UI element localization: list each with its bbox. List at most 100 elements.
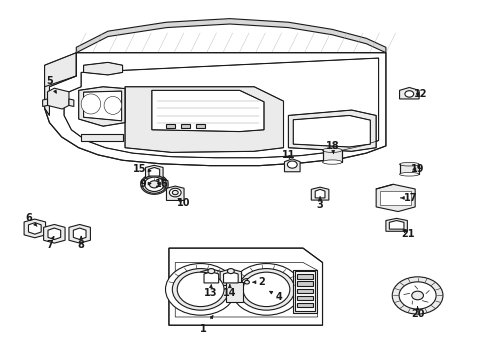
Polygon shape bbox=[83, 62, 122, 75]
Ellipse shape bbox=[399, 172, 418, 176]
Bar bbox=[166, 124, 175, 128]
Circle shape bbox=[227, 269, 234, 274]
Text: 12: 12 bbox=[413, 89, 427, 99]
Circle shape bbox=[165, 264, 235, 315]
Bar bbox=[296, 303, 313, 307]
Text: 7: 7 bbox=[46, 237, 54, 249]
Text: 17: 17 bbox=[400, 193, 416, 203]
Circle shape bbox=[398, 282, 435, 309]
Bar bbox=[296, 274, 313, 279]
Polygon shape bbox=[69, 99, 74, 107]
Circle shape bbox=[231, 264, 301, 315]
Text: 9: 9 bbox=[140, 179, 151, 189]
Text: 1: 1 bbox=[199, 316, 213, 334]
Text: 6: 6 bbox=[25, 213, 37, 226]
Text: 10: 10 bbox=[177, 198, 190, 208]
Ellipse shape bbox=[322, 160, 341, 164]
Ellipse shape bbox=[399, 162, 418, 166]
Polygon shape bbox=[152, 90, 264, 132]
Polygon shape bbox=[149, 167, 159, 176]
Ellipse shape bbox=[81, 94, 101, 114]
Circle shape bbox=[207, 269, 214, 274]
Polygon shape bbox=[43, 225, 65, 243]
Text: 15: 15 bbox=[133, 164, 151, 174]
Polygon shape bbox=[44, 53, 385, 166]
Polygon shape bbox=[284, 159, 300, 172]
Bar bbox=[399, 164, 418, 174]
Polygon shape bbox=[47, 88, 69, 109]
Polygon shape bbox=[388, 221, 403, 229]
Polygon shape bbox=[293, 116, 369, 147]
Polygon shape bbox=[200, 269, 222, 285]
Circle shape bbox=[172, 269, 228, 310]
Circle shape bbox=[391, 277, 442, 314]
Bar bbox=[296, 282, 313, 286]
Bar bbox=[181, 124, 189, 128]
Circle shape bbox=[242, 279, 251, 286]
Circle shape bbox=[169, 188, 181, 197]
Polygon shape bbox=[73, 228, 86, 239]
Bar bbox=[296, 296, 313, 300]
Circle shape bbox=[141, 174, 167, 194]
Polygon shape bbox=[64, 58, 378, 158]
Text: 16: 16 bbox=[155, 179, 168, 189]
Text: 19: 19 bbox=[410, 164, 424, 174]
Text: 5: 5 bbox=[46, 76, 56, 93]
Polygon shape bbox=[315, 189, 325, 198]
Polygon shape bbox=[168, 248, 322, 325]
Circle shape bbox=[244, 280, 249, 284]
Text: 14: 14 bbox=[223, 285, 236, 298]
Polygon shape bbox=[81, 134, 122, 140]
Text: 11: 11 bbox=[281, 150, 295, 160]
Text: 8: 8 bbox=[78, 237, 84, 249]
Text: 21: 21 bbox=[400, 229, 414, 239]
Circle shape bbox=[287, 161, 297, 168]
Circle shape bbox=[243, 272, 289, 307]
Polygon shape bbox=[76, 19, 385, 53]
Polygon shape bbox=[150, 179, 167, 188]
Polygon shape bbox=[311, 187, 328, 200]
Circle shape bbox=[411, 291, 423, 300]
Polygon shape bbox=[44, 53, 76, 116]
Bar bbox=[293, 270, 316, 313]
FancyArrowPatch shape bbox=[425, 291, 428, 293]
Polygon shape bbox=[42, 99, 47, 107]
Bar bbox=[225, 282, 243, 302]
Bar bbox=[322, 150, 341, 162]
Circle shape bbox=[149, 181, 159, 188]
Ellipse shape bbox=[322, 148, 341, 152]
Text: 3: 3 bbox=[316, 197, 323, 210]
Circle shape bbox=[404, 91, 413, 97]
Polygon shape bbox=[69, 225, 90, 243]
Circle shape bbox=[177, 272, 224, 307]
Polygon shape bbox=[125, 87, 283, 152]
Text: 2: 2 bbox=[252, 277, 264, 287]
Polygon shape bbox=[288, 110, 375, 151]
Polygon shape bbox=[166, 186, 183, 201]
FancyArrowPatch shape bbox=[421, 301, 427, 302]
Text: 18: 18 bbox=[325, 141, 338, 154]
Bar bbox=[295, 271, 314, 311]
Circle shape bbox=[238, 269, 294, 310]
Bar bbox=[296, 289, 313, 293]
Polygon shape bbox=[375, 184, 414, 212]
Text: 20: 20 bbox=[410, 307, 424, 319]
Text: 4: 4 bbox=[269, 291, 282, 302]
Text: 13: 13 bbox=[203, 285, 217, 298]
Circle shape bbox=[144, 177, 163, 192]
Polygon shape bbox=[385, 219, 407, 231]
Polygon shape bbox=[145, 165, 163, 178]
Polygon shape bbox=[83, 91, 122, 121]
Polygon shape bbox=[223, 272, 238, 283]
FancyArrowPatch shape bbox=[414, 286, 417, 289]
Ellipse shape bbox=[104, 96, 122, 114]
Polygon shape bbox=[220, 269, 241, 285]
Bar bbox=[195, 124, 204, 128]
Polygon shape bbox=[28, 223, 41, 234]
Bar bbox=[379, 191, 410, 205]
Circle shape bbox=[172, 190, 178, 195]
Polygon shape bbox=[79, 87, 125, 126]
Polygon shape bbox=[399, 87, 418, 99]
Polygon shape bbox=[24, 219, 45, 238]
Polygon shape bbox=[48, 228, 61, 239]
